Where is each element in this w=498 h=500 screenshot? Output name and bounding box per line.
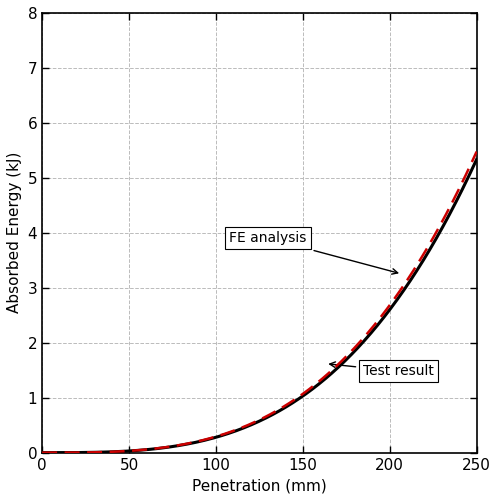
Text: FE analysis: FE analysis bbox=[230, 232, 398, 274]
X-axis label: Penetration (mm): Penetration (mm) bbox=[192, 478, 327, 493]
Text: Test result: Test result bbox=[330, 362, 434, 378]
Y-axis label: Absorbed Energy (kJ): Absorbed Energy (kJ) bbox=[7, 152, 22, 314]
